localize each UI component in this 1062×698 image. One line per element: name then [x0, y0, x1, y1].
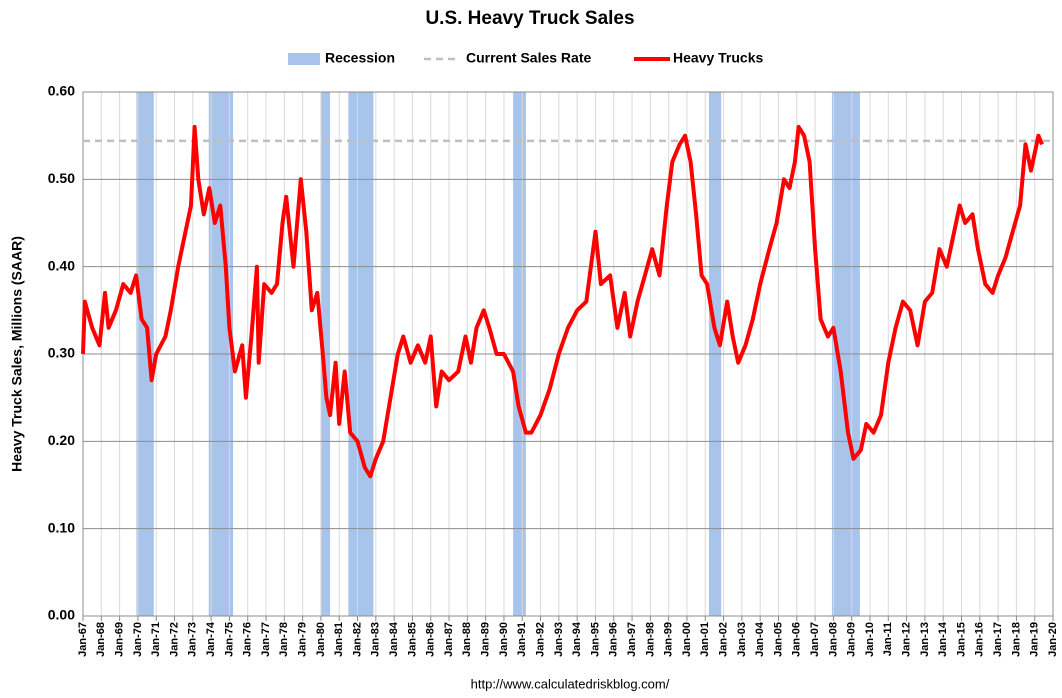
legend-label: Heavy Trucks	[673, 50, 763, 66]
legend-swatch	[288, 53, 320, 65]
x-tick-label: Jan-13	[919, 622, 931, 657]
x-tick-label: Jan-06	[791, 622, 803, 657]
x-tick-label: Jan-70	[132, 622, 144, 657]
x-tick-label: Jan-03	[736, 622, 748, 657]
x-tick-label: Jan-87	[443, 622, 455, 657]
x-tick-label: Jan-15	[955, 622, 967, 657]
x-tick-label: Jan-96	[608, 622, 620, 657]
x-tick-label: Jan-18	[1010, 622, 1022, 657]
x-tick-label: Jan-82	[351, 622, 363, 657]
x-tick-label: Jan-68	[95, 622, 107, 657]
x-tick-label: Jan-14	[937, 621, 949, 657]
x-tick-label: Jan-09	[846, 622, 858, 657]
x-tick-label: Jan-00	[681, 622, 693, 657]
x-tick-label: Jan-91	[516, 622, 528, 657]
x-tick-label: Jan-71	[150, 622, 162, 657]
x-tick-label: Jan-07	[809, 622, 821, 657]
x-tick-label: Jan-02	[717, 622, 729, 657]
y-tick-label: 0.40	[48, 257, 75, 273]
x-tick-label: Jan-95	[589, 622, 601, 657]
x-tick-label: Jan-77	[260, 622, 272, 657]
x-tick-label: Jan-01	[699, 622, 711, 657]
x-tick-label: Jan-17	[992, 622, 1004, 657]
x-tick-label: Jan-85	[406, 622, 418, 657]
x-tick-label: Jan-89	[480, 622, 492, 657]
x-tick-label: Jan-75	[223, 622, 235, 657]
y-tick-label: 0.60	[48, 83, 75, 99]
x-tick-label: Jan-80	[315, 622, 327, 657]
x-tick-label: Jan-10	[864, 622, 876, 657]
x-tick-label: Jan-94	[571, 621, 583, 657]
x-tick-label: Jan-84	[388, 621, 400, 657]
x-tick-label: Jan-72	[168, 622, 180, 657]
x-tick-label: Jan-90	[498, 622, 510, 657]
x-tick-label: Jan-20	[1047, 622, 1059, 657]
x-tick-label: Jan-11	[882, 622, 894, 656]
x-tick-label: Jan-79	[297, 622, 309, 657]
x-tick-label: Jan-69	[114, 622, 126, 657]
legend-label: Current Sales Rate	[466, 50, 591, 66]
x-tick-label: Jan-86	[425, 622, 437, 657]
x-tick-label: Jan-99	[663, 622, 675, 657]
x-tick-label: Jan-92	[534, 622, 546, 657]
x-tick-label: Jan-76	[242, 622, 254, 657]
x-tick-label: Jan-73	[187, 622, 199, 657]
chart-title: U.S. Heavy Truck Sales	[425, 8, 634, 29]
x-tick-label: Jan-74	[205, 621, 217, 657]
x-tick-label: Jan-78	[278, 622, 290, 657]
source: http://www.calculatedriskblog.com/	[471, 676, 670, 691]
x-tick-label: Jan-97	[626, 622, 638, 657]
x-tick-label: Jan-04	[754, 621, 766, 657]
legend-label: Recession	[325, 50, 395, 66]
x-tick-label: Jan-98	[644, 622, 656, 657]
y-tick-label: 0.50	[48, 170, 75, 186]
x-tick-label: Jan-83	[370, 622, 382, 657]
x-tick-label: Jan-12	[900, 622, 912, 657]
series-line	[81, 124, 1044, 479]
y-tick-label: 0.20	[48, 432, 75, 448]
y-axis-label: Heavy Truck Sales, Millions (SAAR)	[9, 236, 25, 472]
x-tick-label: Jan-19	[1029, 622, 1041, 657]
y-tick-label: 0.10	[48, 519, 75, 535]
x-tick-label: Jan-67	[77, 622, 89, 657]
x-tick-label: Jan-05	[772, 622, 784, 657]
x-tick-label: Jan-88	[461, 622, 473, 657]
x-tick-label: Jan-16	[974, 622, 986, 657]
y-tick-label: 0.00	[48, 607, 75, 623]
x-tick-label: Jan-81	[333, 622, 345, 657]
x-tick-label: Jan-93	[553, 622, 565, 657]
y-tick-label: 0.30	[48, 345, 75, 361]
x-tick-label: Jan-08	[827, 622, 839, 657]
